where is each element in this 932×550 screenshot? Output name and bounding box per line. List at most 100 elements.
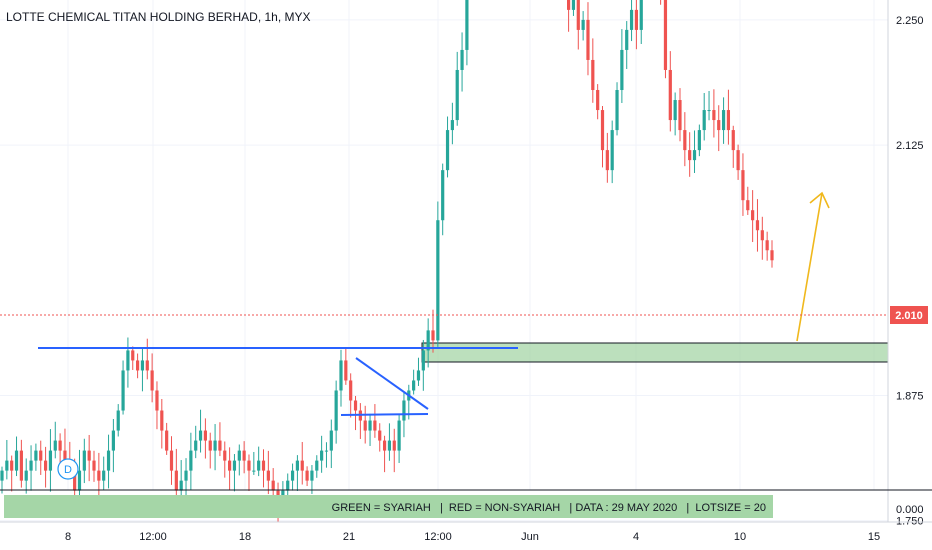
- candle-body: [591, 59, 595, 91]
- candle-body: [567, 0, 571, 10]
- candle: [436, 201, 440, 347]
- candle: [591, 38, 595, 103]
- candle: [237, 444, 241, 476]
- candle: [252, 451, 256, 475]
- dividend-badge-label: D: [64, 464, 72, 476]
- candle-body: [14, 450, 19, 471]
- triangle-lower-line[interactable]: [340, 413, 429, 416]
- candle: [683, 112, 687, 167]
- candle-body: [247, 460, 251, 471]
- candle-body: [53, 440, 57, 451]
- candle: [329, 419, 333, 469]
- candle: [223, 441, 227, 478]
- candle-body: [300, 460, 304, 471]
- candle-body: [189, 450, 193, 471]
- candle: [455, 51, 459, 126]
- candle: [382, 435, 387, 473]
- candle-body: [92, 460, 96, 471]
- candle-body: [363, 420, 367, 431]
- candle: [731, 125, 735, 168]
- candle-body: [5, 460, 9, 471]
- candle: [43, 446, 48, 488]
- candle-body: [97, 470, 101, 481]
- candle-body: [145, 360, 149, 371]
- forecast-arrow[interactable]: [796, 191, 830, 342]
- candle-body: [334, 390, 338, 431]
- candle-body: [717, 120, 721, 131]
- candle: [755, 199, 760, 252]
- candle: [416, 357, 421, 386]
- candle-body: [412, 380, 416, 391]
- candle: [257, 446, 261, 477]
- candle-body: [605, 150, 609, 171]
- candle-body: [73, 470, 77, 491]
- candle: [746, 186, 750, 215]
- candle: [760, 216, 764, 260]
- candle-body: [116, 410, 120, 431]
- candle-body: [620, 49, 624, 91]
- candle-body: [121, 370, 125, 411]
- candle: [300, 441, 304, 485]
- candle-body: [290, 470, 295, 481]
- candle: [751, 190, 755, 243]
- candle-body: [310, 470, 314, 481]
- candle-body: [402, 400, 406, 421]
- candle: [92, 450, 96, 482]
- support-zone[interactable]: [421, 342, 889, 363]
- candle: [702, 93, 706, 141]
- candle: [19, 439, 23, 488]
- time-tick-label: 18: [239, 531, 251, 543]
- candle-body: [726, 110, 731, 131]
- candle: [465, 0, 469, 66]
- candle: [620, 29, 624, 103]
- candle: [770, 240, 774, 268]
- candle-body: [707, 110, 711, 112]
- dividend-badge[interactable]: D: [57, 458, 79, 480]
- footer-banner: [4, 495, 773, 518]
- footer-note: GREEN = SYARIAH | RED = NON-SYARIAH | DA…: [332, 502, 766, 514]
- candle: [77, 449, 82, 503]
- candle: [53, 421, 57, 459]
- candle-body: [111, 430, 115, 451]
- candle: [726, 89, 731, 145]
- candle: [179, 460, 183, 498]
- candle-body: [416, 370, 421, 381]
- candle: [625, 21, 629, 69]
- candle-body: [63, 450, 67, 461]
- candle: [712, 89, 716, 138]
- candle-body: [770, 250, 774, 261]
- candle-body: [431, 330, 435, 341]
- candle-body: [315, 460, 319, 471]
- candle-body: [455, 69, 459, 121]
- candle-body: [295, 460, 300, 471]
- candle-body: [373, 420, 377, 431]
- candle-body: [600, 110, 605, 151]
- candle: [663, 0, 668, 79]
- candle: [106, 434, 111, 489]
- candle: [445, 116, 450, 178]
- candle-body: [160, 410, 164, 431]
- candle: [571, 0, 576, 16]
- candle-body: [232, 460, 237, 471]
- candle: [339, 349, 343, 407]
- time-tick-label: 4: [633, 531, 639, 543]
- time-axis[interactable]: 8 12:00 18 21 12:00 Jun 4 10 15: [65, 531, 880, 543]
- candle: [121, 360, 125, 415]
- candle-body: [692, 150, 697, 161]
- candle: [310, 465, 314, 494]
- candle-body: [179, 480, 183, 491]
- candle-body: [625, 29, 629, 50]
- candle: [102, 456, 106, 490]
- candle: [673, 92, 677, 136]
- candle: [392, 428, 396, 473]
- triangle-upper-line[interactable]: [355, 357, 429, 410]
- candle: [717, 105, 721, 152]
- candle-body: [586, 19, 590, 60]
- candle-body: [140, 360, 145, 371]
- candle-body: [155, 390, 159, 411]
- candle: [378, 423, 382, 452]
- candle-body: [581, 19, 585, 30]
- candle: [600, 106, 605, 168]
